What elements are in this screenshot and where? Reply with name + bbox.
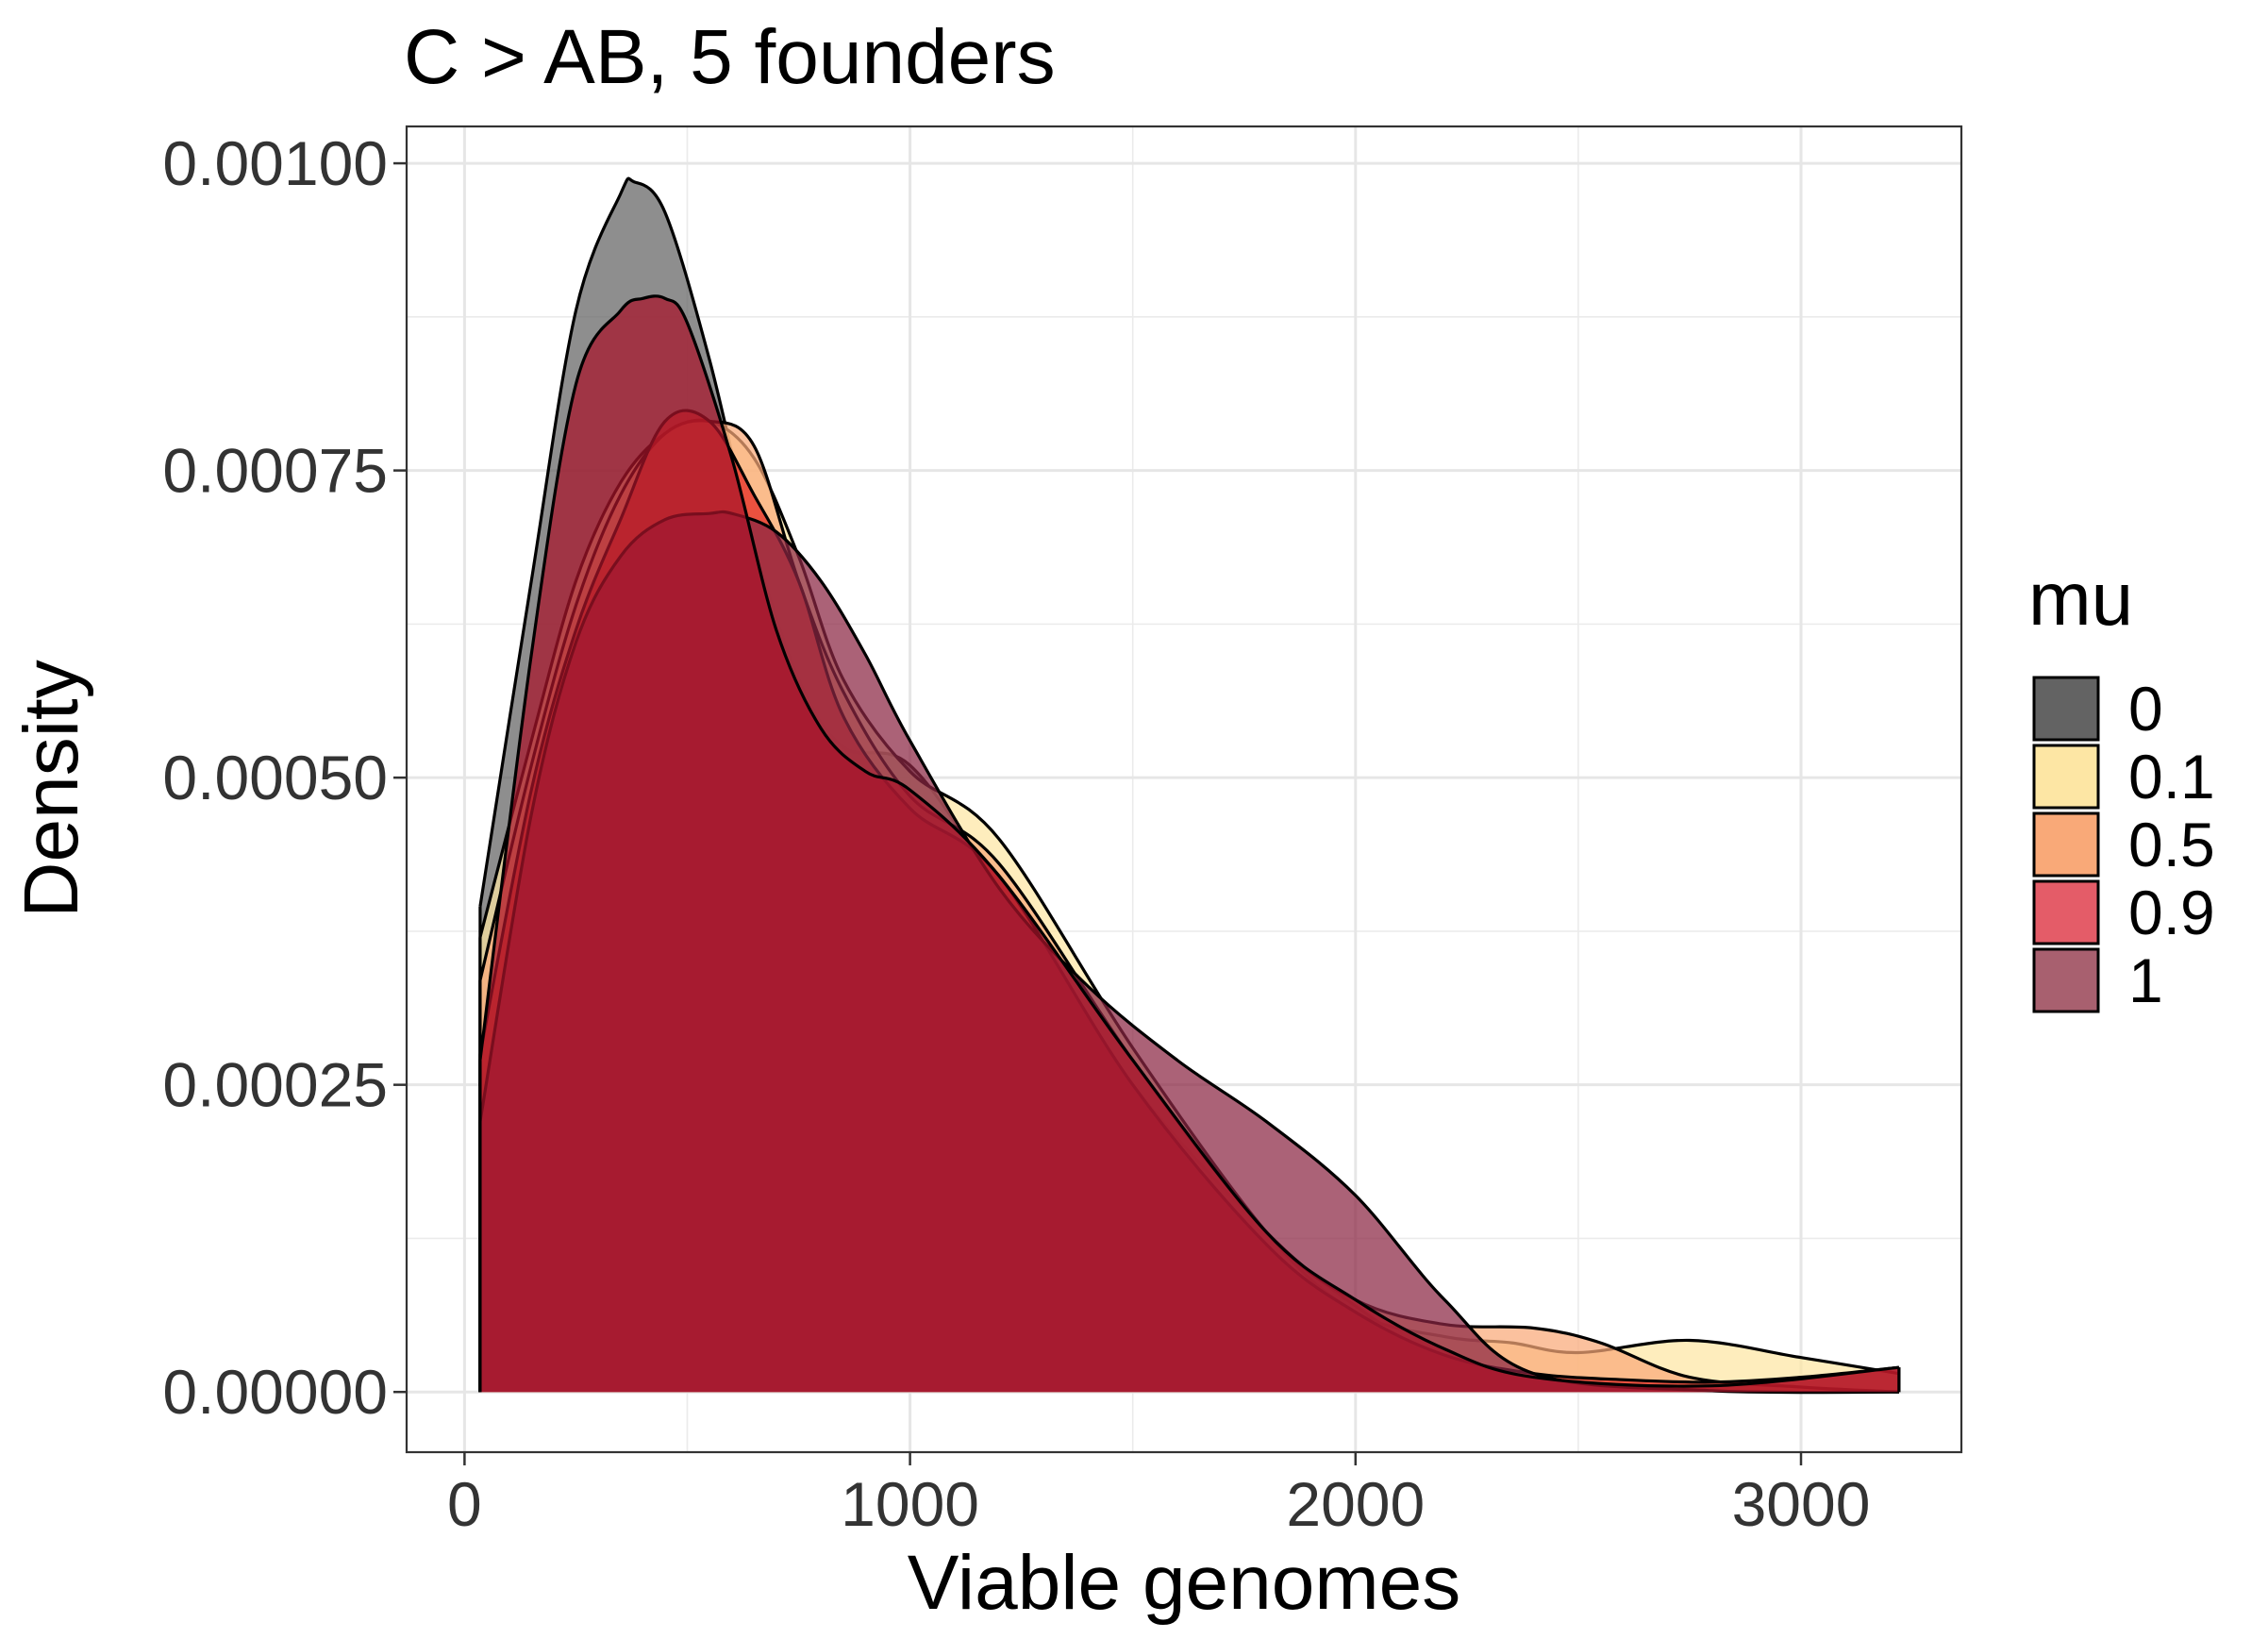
- legend: mu 00.10.50.91: [2028, 557, 2215, 1015]
- y-tick-label: 0.00050: [162, 743, 388, 812]
- y-axis: 0.00000 0.00025 0.00050 0.00075 0.00100: [162, 128, 407, 1427]
- x-tick-label: 2000: [1286, 1469, 1425, 1539]
- legend-key-0-5: [2032, 811, 2100, 878]
- y-tick-label: 0.00075: [162, 436, 388, 506]
- panel-border: [405, 125, 1963, 1454]
- legend-label-0-1: 0.1: [2128, 742, 2215, 811]
- legend-label-1: 1: [2128, 945, 2163, 1015]
- density-line-mu-0-9-5: [478, 294, 1900, 1388]
- y-tick-label: 0.00100: [162, 128, 388, 198]
- legend-key-0: [2032, 676, 2100, 742]
- y-tick-label: 0.00025: [162, 1050, 388, 1120]
- x-axis: 0 1000 2000 3000: [447, 1452, 1870, 1539]
- legend-key-1: [2032, 947, 2100, 1013]
- x-tick-label: 1000: [841, 1469, 979, 1539]
- legend-label-0-9: 0.9: [2128, 878, 2215, 947]
- legend-label-0: 0: [2128, 674, 2163, 744]
- plot-panel: [405, 125, 1963, 1454]
- x-tick-label: 0: [447, 1469, 482, 1539]
- legend-label-0-5: 0.5: [2128, 810, 2215, 879]
- density-area-mu-0-9-5: [479, 295, 1899, 1393]
- chart-title: C > AB, 5 founders: [404, 14, 1056, 100]
- y-axis-title: Density: [8, 660, 94, 917]
- legend-key-0-1: [2032, 744, 2100, 810]
- x-tick-label: 3000: [1732, 1469, 1871, 1539]
- x-axis-title: Viable genomes: [908, 1540, 1461, 1626]
- legend-title: mu: [2028, 557, 2133, 641]
- legend-key-0-9: [2032, 879, 2100, 945]
- y-tick-label: 0.00000: [162, 1357, 388, 1427]
- density-areas: [478, 176, 1901, 1395]
